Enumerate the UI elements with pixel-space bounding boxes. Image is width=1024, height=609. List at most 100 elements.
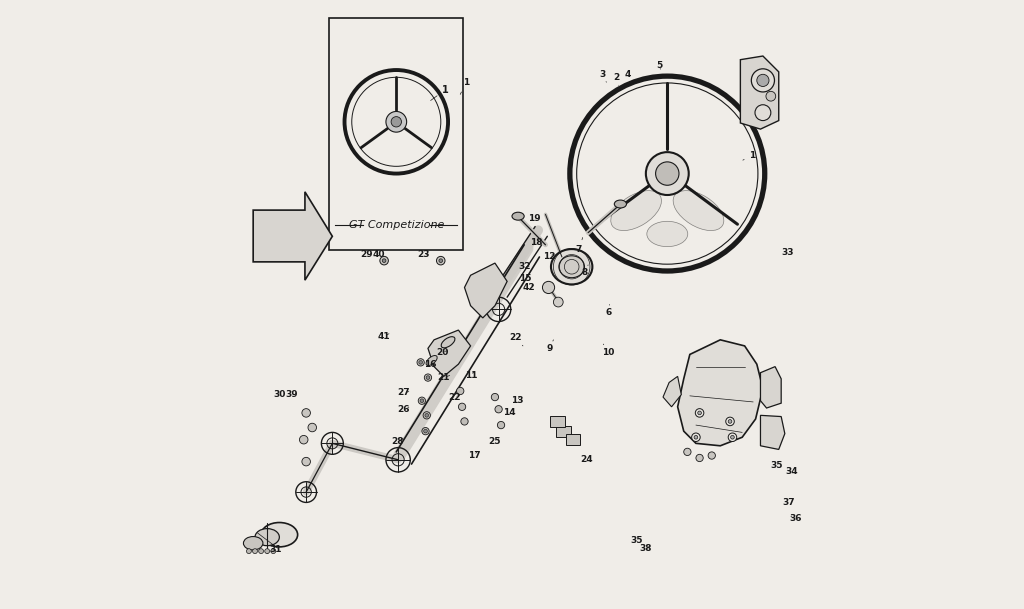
Circle shape — [728, 420, 732, 423]
Circle shape — [553, 297, 563, 307]
Circle shape — [418, 397, 426, 404]
Text: 22: 22 — [447, 393, 461, 401]
Text: 41: 41 — [378, 332, 390, 340]
Bar — [330, 18, 463, 250]
Text: 34: 34 — [785, 468, 799, 476]
Circle shape — [752, 69, 774, 92]
Text: 25: 25 — [488, 437, 501, 446]
Circle shape — [766, 91, 776, 101]
Text: 1: 1 — [460, 78, 469, 94]
Circle shape — [380, 256, 388, 265]
Text: 1: 1 — [431, 85, 449, 100]
Circle shape — [695, 409, 703, 417]
Text: 4: 4 — [625, 70, 631, 82]
Text: 14: 14 — [503, 409, 516, 417]
Text: 32: 32 — [518, 262, 530, 271]
Circle shape — [426, 376, 430, 379]
Text: 7: 7 — [575, 238, 583, 254]
Text: 16: 16 — [424, 360, 436, 368]
Circle shape — [424, 374, 431, 381]
Text: 22: 22 — [509, 334, 523, 346]
Text: 40: 40 — [373, 250, 385, 259]
Text: 33: 33 — [781, 248, 794, 257]
Text: 30: 30 — [273, 390, 286, 399]
Circle shape — [646, 152, 689, 195]
Circle shape — [498, 421, 505, 429]
Circle shape — [391, 116, 401, 127]
Circle shape — [757, 74, 769, 86]
Circle shape — [436, 256, 445, 265]
Text: 27: 27 — [397, 389, 410, 397]
Ellipse shape — [673, 191, 724, 231]
Circle shape — [302, 409, 310, 417]
Circle shape — [247, 549, 251, 554]
Circle shape — [543, 281, 555, 294]
Polygon shape — [740, 56, 778, 129]
Bar — [556, 426, 571, 437]
Bar — [565, 434, 581, 445]
Text: 8: 8 — [582, 265, 588, 277]
Text: 2: 2 — [613, 74, 620, 85]
Text: 35: 35 — [631, 537, 643, 545]
Text: 18: 18 — [530, 238, 543, 247]
Circle shape — [694, 435, 697, 439]
Text: 20: 20 — [436, 348, 449, 356]
Circle shape — [492, 393, 499, 401]
Text: 5: 5 — [656, 62, 663, 70]
Ellipse shape — [551, 249, 593, 284]
Polygon shape — [465, 263, 507, 318]
Text: 11: 11 — [465, 371, 477, 380]
Circle shape — [419, 361, 423, 364]
Ellipse shape — [614, 200, 627, 208]
Text: 17: 17 — [468, 451, 480, 460]
Circle shape — [691, 433, 700, 442]
Polygon shape — [253, 192, 333, 280]
Text: 12: 12 — [544, 253, 556, 261]
Text: 24: 24 — [580, 456, 593, 464]
Ellipse shape — [647, 221, 688, 247]
Circle shape — [709, 452, 716, 459]
Circle shape — [299, 435, 308, 444]
Circle shape — [726, 417, 734, 426]
Circle shape — [696, 454, 703, 462]
Circle shape — [655, 162, 679, 185]
Text: GT Competizione: GT Competizione — [348, 220, 444, 230]
Circle shape — [270, 549, 275, 554]
Ellipse shape — [512, 213, 524, 220]
Circle shape — [386, 111, 407, 132]
Text: 28: 28 — [391, 437, 403, 446]
Circle shape — [461, 418, 468, 425]
Circle shape — [731, 435, 734, 439]
Text: 10: 10 — [602, 344, 614, 356]
Circle shape — [253, 549, 257, 554]
Text: 26: 26 — [397, 405, 410, 414]
Text: 19: 19 — [527, 214, 541, 222]
Circle shape — [424, 429, 427, 433]
Text: 29: 29 — [360, 250, 374, 259]
Circle shape — [417, 359, 424, 366]
Text: 23: 23 — [418, 250, 430, 259]
Circle shape — [423, 412, 430, 419]
Ellipse shape — [255, 529, 280, 546]
Ellipse shape — [261, 523, 298, 547]
Circle shape — [755, 105, 771, 121]
Text: 9: 9 — [547, 340, 553, 353]
Bar — [550, 416, 565, 427]
Ellipse shape — [441, 337, 455, 348]
Circle shape — [459, 403, 466, 410]
Text: 39: 39 — [286, 390, 298, 399]
Polygon shape — [761, 415, 784, 449]
Text: 38: 38 — [640, 544, 652, 552]
Ellipse shape — [610, 191, 662, 231]
Circle shape — [382, 259, 386, 262]
Polygon shape — [678, 340, 763, 446]
Text: 36: 36 — [788, 515, 802, 523]
Polygon shape — [761, 367, 781, 408]
Text: 15: 15 — [519, 275, 531, 283]
Text: 42: 42 — [522, 283, 536, 292]
Circle shape — [495, 406, 502, 413]
Circle shape — [422, 428, 429, 435]
Ellipse shape — [244, 537, 263, 550]
Polygon shape — [428, 330, 471, 376]
Text: 6: 6 — [605, 304, 611, 317]
